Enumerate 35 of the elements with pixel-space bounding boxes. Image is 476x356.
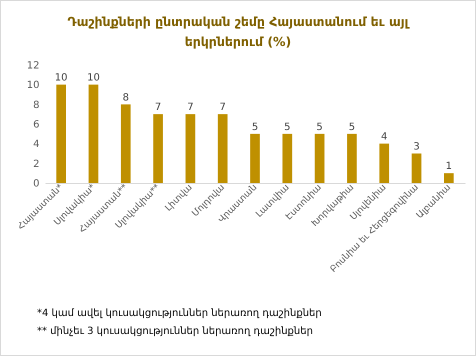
bar [444, 173, 454, 183]
bar [120, 104, 131, 183]
data-label: 10 [87, 72, 100, 84]
text: ** մինչեւ 3 կուսակցություններ ներառող դաշինքներ [37, 325, 314, 339]
data-label: 7 [220, 102, 226, 114]
chart-title: Դաշինքների ընտրական շեմը Հայաստանում եւ այլ երկրներում (%) [66, 13, 411, 51]
data-label: 8 [122, 92, 129, 104]
bar [88, 84, 98, 183]
y-tick-label: 10 [26, 80, 40, 92]
bar [282, 134, 292, 183]
data-label: 5 [284, 122, 290, 133]
y-tick-label: 4 [33, 139, 40, 150]
data-label: 7 [154, 102, 162, 114]
bar [412, 154, 422, 183]
y-tick-label: 2 [33, 158, 40, 170]
data-label: 10 [54, 72, 68, 84]
bar [186, 114, 196, 183]
data-label: 4 [381, 132, 388, 143]
bar [250, 134, 260, 183]
bar [379, 144, 390, 183]
bar [218, 114, 228, 183]
bar [314, 134, 324, 183]
y-tick-label: 12 [26, 60, 40, 72]
bar [56, 84, 66, 183]
data-label: 5 [252, 122, 258, 133]
y-tick-label: 8 [33, 100, 40, 111]
bar [347, 134, 357, 183]
data-label: 1 [446, 161, 452, 172]
data-label: 5 [348, 122, 356, 133]
data-label: 5 [316, 122, 323, 133]
data-label: 7 [187, 102, 194, 114]
bar [153, 114, 163, 183]
data-label: 3 [413, 142, 420, 152]
text: *4 կամ ավել կուսակցություններ ներառող դաշինքներ [37, 307, 322, 321]
y-tick-label: 6 [33, 120, 40, 130]
